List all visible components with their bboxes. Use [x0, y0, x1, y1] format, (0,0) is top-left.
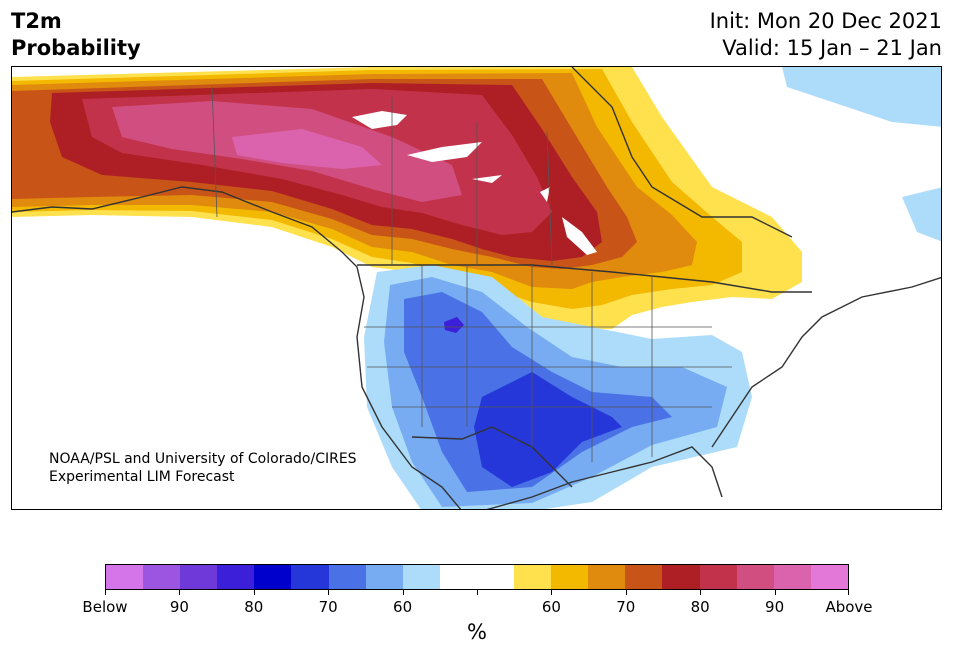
colorbar-tick — [105, 590, 106, 595]
title-probability: Probability — [11, 36, 141, 60]
colorbar-segment — [588, 565, 626, 589]
colorbar-tick-label: 90 — [765, 598, 785, 616]
colorbar-tick-label: Above — [825, 598, 873, 616]
lake-shape — [352, 111, 407, 129]
colorbar-segment — [402, 565, 440, 589]
colorbar-tick — [774, 590, 776, 595]
lake-shape — [472, 175, 502, 183]
colorbar-segment — [551, 565, 589, 589]
state-province-lines — [211, 86, 732, 462]
lake-shape — [562, 217, 597, 255]
date-info: Init: Mon 20 Dec 2021 Valid: 15 Jan – 21… — [710, 8, 942, 62]
colorbar-segment — [810, 565, 848, 589]
colorbar — [105, 564, 849, 590]
colorbar-segment — [254, 565, 292, 589]
colorbar-segment — [625, 565, 663, 589]
colorbar-segment — [328, 565, 366, 589]
colorbar-segment — [514, 565, 552, 589]
colorbar-segment — [143, 565, 181, 589]
colorbar-segment — [180, 565, 218, 589]
map-title: T2m Probability — [11, 8, 141, 62]
title-variable: T2m — [11, 9, 62, 33]
colorbar-tick — [700, 590, 702, 595]
init-date: Init: Mon 20 Dec 2021 — [709, 9, 942, 33]
province-line — [546, 131, 553, 266]
colorbar-tick-label: 80 — [244, 598, 264, 616]
cold-contour-75 — [474, 372, 622, 487]
colorbar-tick — [179, 590, 181, 595]
cold-anomaly-region — [364, 265, 752, 509]
colorbar-segment — [106, 565, 144, 589]
colorbar-tick — [328, 590, 330, 595]
colorbar-tick — [477, 590, 478, 595]
colorbar-segment — [439, 565, 477, 589]
colorbar-tick-label: 90 — [169, 598, 189, 616]
gulf-coastline — [486, 446, 723, 509]
colorbar-tick — [551, 590, 553, 595]
atlantic-coastline — [711, 276, 941, 448]
cold-anomaly-east-edge — [902, 187, 941, 242]
colorbar-tick — [402, 590, 404, 595]
colorbar-segment — [699, 565, 737, 589]
colorbar-segment — [736, 565, 774, 589]
credit-line-2: Experimental LIM Forecast — [49, 469, 235, 485]
colorbar-segment — [291, 565, 329, 589]
colorbar-segment — [476, 565, 515, 589]
colorbar-tick-label: 70 — [318, 598, 338, 616]
warm-contour-95 — [232, 129, 382, 169]
credit-line-1: NOAA/PSL and University of Colorado/CIRE… — [49, 451, 357, 467]
cold-contour-90-spot — [444, 317, 464, 333]
lake-shape — [407, 142, 482, 162]
map-panel — [11, 66, 942, 510]
colorbar-tick-label: 60 — [541, 598, 561, 616]
province-line — [211, 86, 218, 218]
colorbar-tick-label: Below — [82, 598, 128, 616]
colorbar-tick — [625, 590, 627, 595]
colorbar-segment — [773, 565, 811, 589]
hudson-bay-coast — [571, 67, 793, 238]
colorbar-segment — [217, 565, 255, 589]
probability-map — [12, 67, 941, 509]
colorbar-tick — [848, 590, 849, 595]
colorbar-segment — [365, 565, 403, 589]
warm-anomaly-region — [12, 67, 802, 329]
colorbar-tick-label: 60 — [393, 598, 413, 616]
colorbar-tick-label: 80 — [690, 598, 710, 616]
pacific-coastline — [12, 186, 462, 509]
colorbar-segment — [662, 565, 700, 589]
us-mexico-border — [411, 426, 573, 488]
great-lakes — [352, 111, 597, 255]
cold-anomaly-northeast — [782, 67, 941, 127]
valid-range: Valid: 15 Jan – 21 Jan — [722, 36, 942, 60]
credit-text: NOAA/PSL and University of Colorado/CIRE… — [49, 450, 357, 486]
colorbar-unit: % — [467, 620, 487, 644]
lake-shape — [540, 187, 550, 202]
colorbar-tick — [253, 590, 255, 595]
colorbar-tick-label: 70 — [616, 598, 636, 616]
